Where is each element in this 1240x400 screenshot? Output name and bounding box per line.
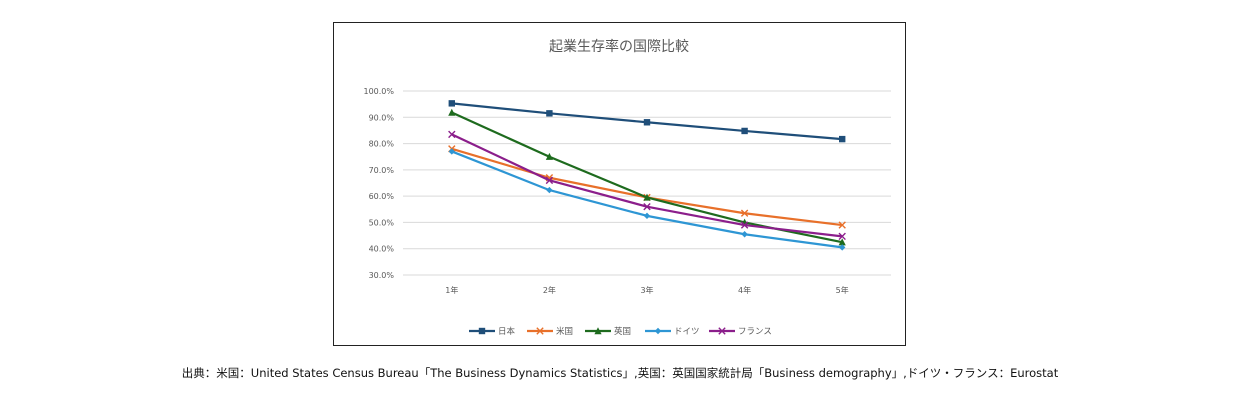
- data-point: [643, 212, 651, 220]
- chart-frame: 起業生存率の国際比較 100.0% 90.0% 80.0% 70.0% 60.0% 50.…: [333, 22, 906, 346]
- series-2: [448, 108, 846, 246]
- data-point: [546, 186, 553, 194]
- line-chart: 起業生存率の国際比較 100.0% 90.0% 80.0% 70.0% 60.0% 50.…: [363, 38, 891, 337]
- legend-item: 日本: [469, 326, 516, 337]
- data-point: [838, 238, 846, 246]
- x-tick-label: 2年: [543, 285, 556, 295]
- y-tick-label: 90.0%: [369, 113, 395, 122]
- legend-label: フランス: [738, 327, 772, 337]
- x-tick-label: 5年: [836, 285, 849, 295]
- data-point: [741, 127, 748, 135]
- legend-label: 英国: [614, 326, 631, 337]
- x-axis-ticks: 1年 2年 3年 4年 5年: [445, 285, 848, 295]
- data-point: [643, 119, 651, 126]
- y-tick-label: 40.0%: [369, 245, 395, 254]
- legend-item: ドイツ: [645, 327, 700, 337]
- y-tick-label: 30.0%: [369, 271, 395, 280]
- y-tick-label: 80.0%: [369, 140, 395, 149]
- source-note: 出典：米国：United States Census Bureau「The Bu…: [181, 366, 1059, 380]
- gridlines: [403, 90, 891, 276]
- legend-marker: [478, 327, 486, 335]
- legend-marker: [594, 327, 602, 335]
- legend-label: ドイツ: [674, 327, 700, 337]
- legend: 日本 米国 英国 ドイツ フランス: [469, 326, 772, 337]
- data-point: [545, 152, 553, 160]
- series-4: [448, 130, 846, 241]
- x-tick-label: 4年: [738, 285, 751, 295]
- legend-item: 米国: [527, 326, 573, 337]
- y-axis-ticks: 100.0% 90.0% 80.0% 70.0% 60.0% 50.0% 40.0% 30.0…: [363, 87, 394, 280]
- chart-title: 起業生存率の国際比較: [549, 38, 689, 55]
- series-lines: [448, 100, 846, 251]
- data-point: [740, 221, 749, 229]
- x-tick-label: 1年: [445, 285, 458, 295]
- legend-marker: [718, 327, 726, 335]
- legend-marker: [654, 327, 662, 335]
- series-0: [448, 100, 846, 143]
- y-tick-label: 100.0%: [363, 87, 394, 96]
- data-point: [545, 176, 554, 185]
- legend-label: 米国: [556, 326, 573, 337]
- y-tick-label: 70.0%: [369, 166, 395, 175]
- legend-item: 英国: [585, 326, 631, 337]
- legend-label: 日本: [498, 326, 516, 337]
- data-point: [448, 130, 456, 139]
- data-point: [448, 108, 456, 116]
- data-point: [740, 209, 749, 217]
- x-tick-label: 3年: [640, 285, 653, 295]
- data-point: [643, 202, 651, 211]
- y-tick-label: 60.0%: [369, 192, 395, 201]
- data-point: [448, 148, 455, 155]
- data-point: [838, 221, 846, 229]
- data-point: [838, 232, 846, 241]
- data-point: [839, 135, 846, 143]
- data-point: [741, 231, 748, 238]
- y-tick-label: 50.0%: [369, 218, 395, 227]
- legend-item: フランス: [709, 327, 772, 337]
- data-point: [643, 193, 651, 201]
- series-line: [451, 133, 843, 238]
- data-point: [546, 110, 553, 117]
- data-point: [448, 100, 455, 107]
- legend-marker: [536, 327, 544, 335]
